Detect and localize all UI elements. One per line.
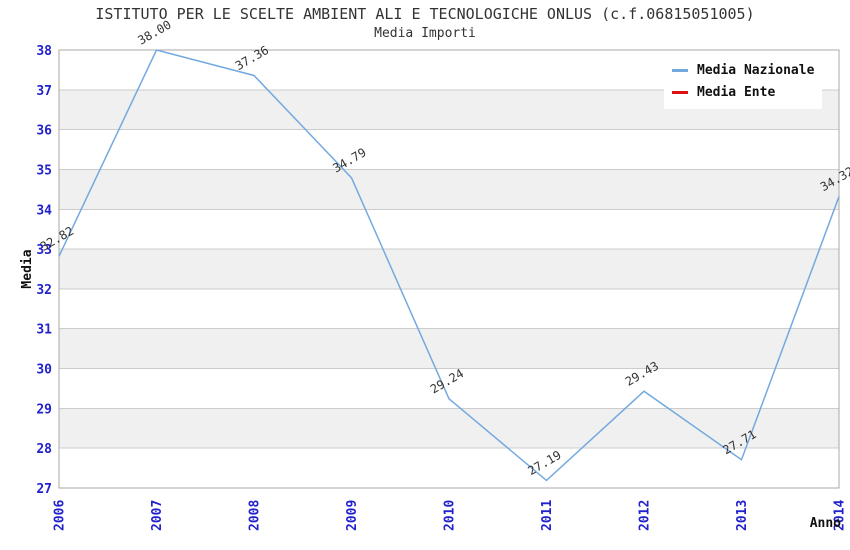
y-axis-title: Media <box>20 249 35 288</box>
plot-band <box>59 408 839 449</box>
legend-item-media-nazionale: Media Nazionale <box>672 59 814 81</box>
series-line-media-nazionale <box>58 49 840 482</box>
x-tick-label: 2007 <box>150 500 165 531</box>
x-tick-label: 2014 <box>833 500 848 531</box>
y-tick-label: 28 <box>36 442 52 457</box>
x-axis-title: Anno <box>810 516 841 531</box>
legend-item-media-ente: Media Ente <box>672 81 814 103</box>
y-tick-label: 27 <box>36 482 52 497</box>
plot-band <box>59 249 839 289</box>
x-tick-label: 2012 <box>638 500 653 531</box>
chart-title: ISTITUTO PER LE SCELTE AMBIENT ALI E TEC… <box>95 5 755 23</box>
y-tick-label: 32 <box>36 283 52 298</box>
media-nazionale-line-marker-icon <box>672 68 688 72</box>
chart-legend: Media Nazionale Media Ente <box>664 53 823 109</box>
x-tick-label: 2011 <box>540 500 555 531</box>
plot-band <box>59 169 839 210</box>
chart-subtitle: Media Importi <box>374 26 476 41</box>
point-label: 29.24 <box>428 366 466 396</box>
x-tick-label: 2009 <box>345 500 360 531</box>
x-tick-label: 2008 <box>248 500 263 531</box>
point-label: 38.00 <box>135 17 173 47</box>
y-tick-label: 33 <box>36 243 52 258</box>
y-tick-label: 37 <box>36 84 52 99</box>
x-tick-label: 2013 <box>735 500 750 531</box>
point-label: 37.36 <box>233 43 271 73</box>
y-tick-label: 30 <box>36 363 52 378</box>
y-tick-label: 29 <box>36 402 52 417</box>
legend-label-media-nazionale: Media Nazionale <box>697 62 815 78</box>
legend-label-media-ente: Media Ente <box>697 84 776 100</box>
plot-band <box>59 328 839 369</box>
plot-border <box>58 49 840 489</box>
y-tick-label: 36 <box>36 124 52 139</box>
x-tick-label: 2006 <box>53 500 68 531</box>
y-tick-label: 38 <box>36 44 52 59</box>
y-tick-label: 34 <box>36 203 52 218</box>
y-tick-label: 35 <box>36 163 52 178</box>
x-tick-label: 2010 <box>443 500 458 531</box>
y-tick-label: 31 <box>36 323 52 338</box>
media-ente-line-marker-icon <box>672 90 688 94</box>
point-label: 27.19 <box>525 448 563 478</box>
